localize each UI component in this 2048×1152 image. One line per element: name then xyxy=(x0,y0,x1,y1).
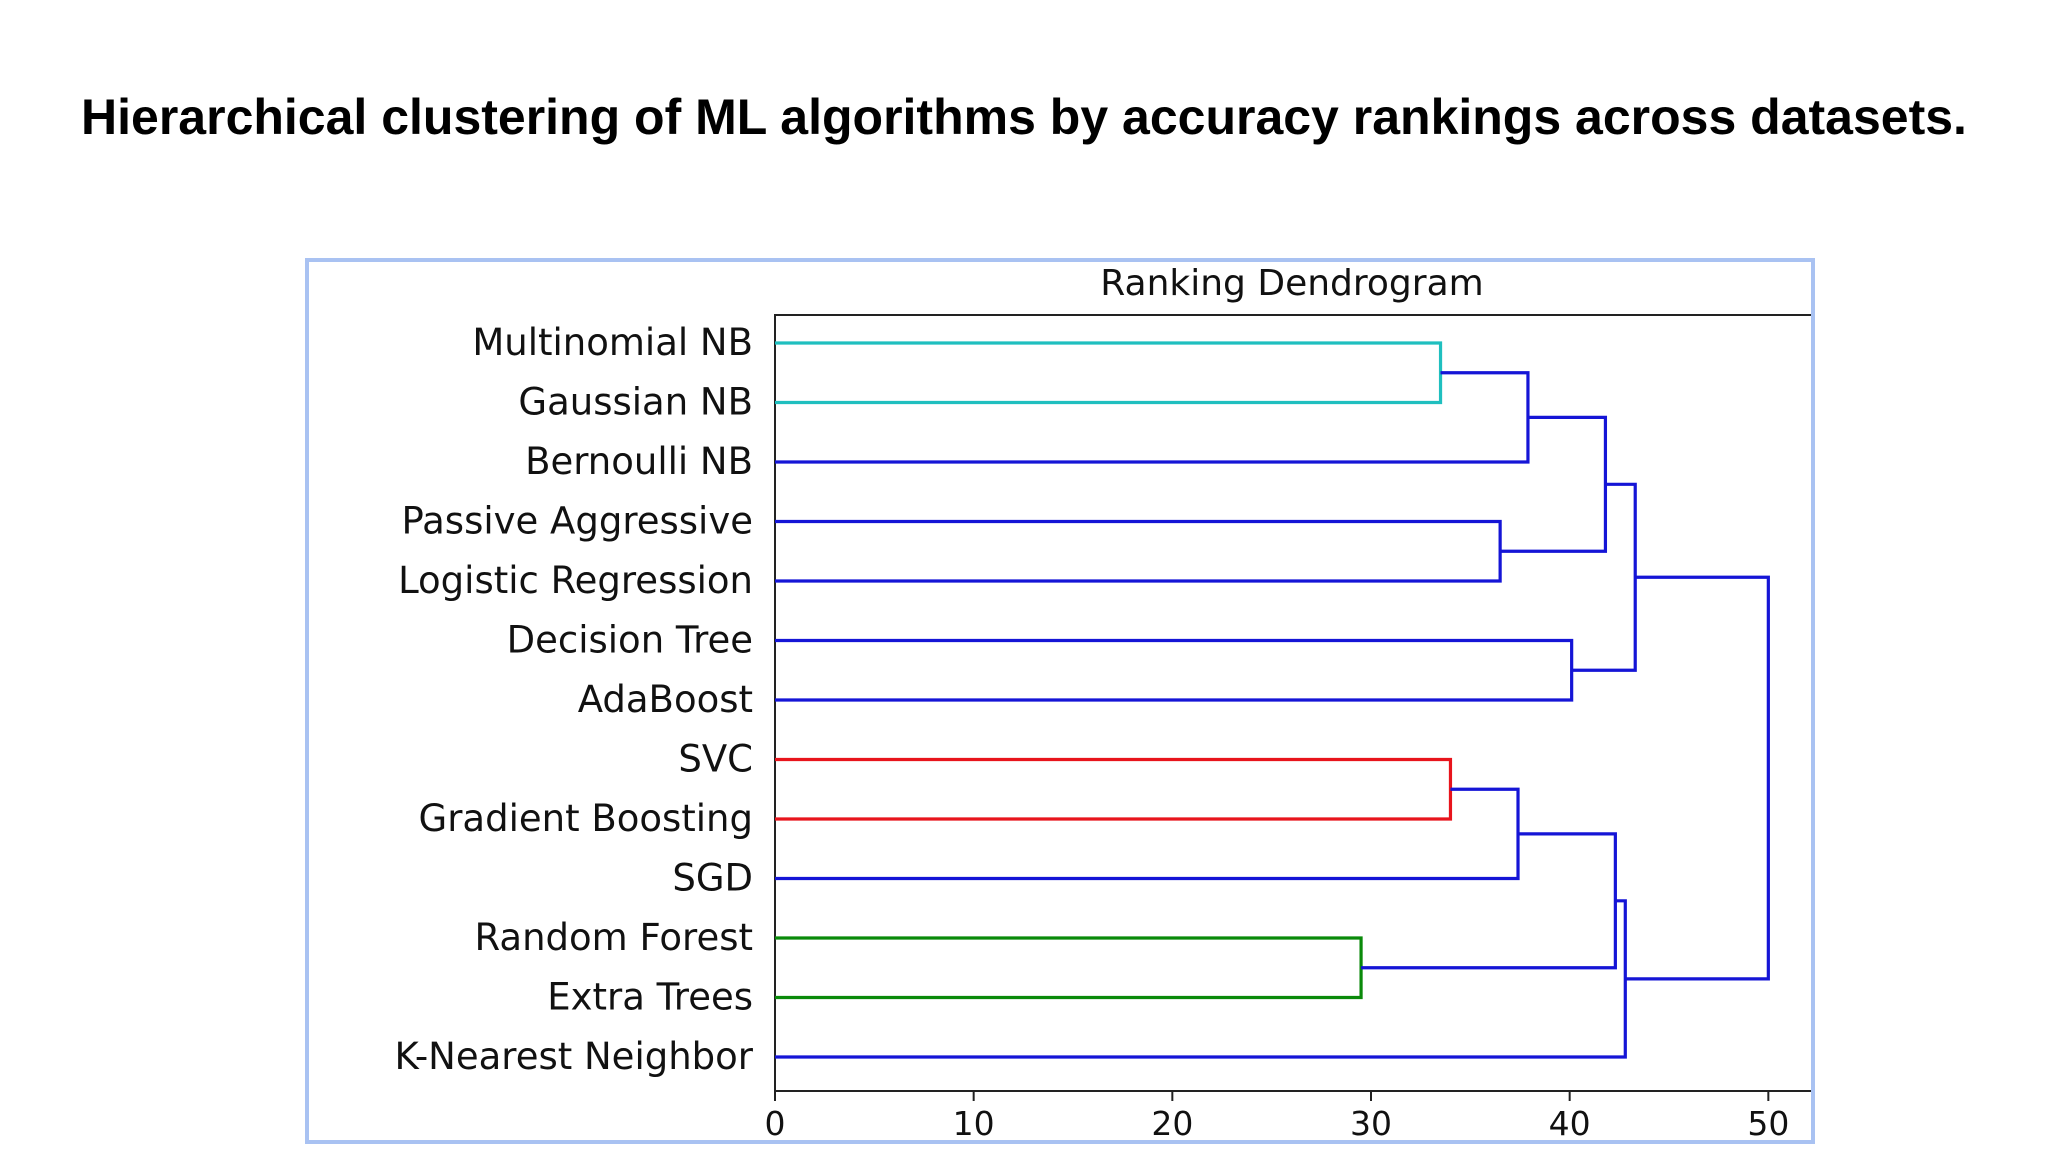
leaf-label: SVC xyxy=(678,738,753,781)
x-tick-label: 0 xyxy=(765,1104,786,1140)
dendrogram-link xyxy=(775,936,1363,1000)
chart-title: Ranking Dendrogram xyxy=(1100,263,1483,304)
dendrogram-links xyxy=(775,341,1770,1059)
leaf-label: Logistic Regression xyxy=(398,559,753,602)
dendrogram-link xyxy=(775,899,1627,1059)
leaf-label: K-Nearest Neighbor xyxy=(394,1035,753,1078)
dendrogram-link xyxy=(775,757,1453,821)
x-tick-label: 40 xyxy=(1549,1104,1591,1140)
dendrogram-link xyxy=(1571,482,1637,672)
leaf-label: Passive Aggressive xyxy=(401,500,753,543)
dendrogram-link xyxy=(775,371,1530,464)
dendrogram-link xyxy=(1500,415,1608,553)
leaf-label: Gaussian NB xyxy=(518,381,753,424)
x-tick-label: 20 xyxy=(1151,1104,1193,1140)
leaf-label: Gradient Boosting xyxy=(419,797,753,840)
leaf-label: Decision Tree xyxy=(507,619,753,662)
leaf-label: Extra Trees xyxy=(547,976,753,1019)
leaf-label: AdaBoost xyxy=(578,678,753,721)
leaf-labels: Multinomial NB Gaussian NB Bernoulli NB Pas… xyxy=(394,321,753,1078)
dendrogram-link xyxy=(775,638,1574,702)
dendrogram-link xyxy=(775,341,1443,405)
leaf-label: SGD xyxy=(672,857,753,900)
slide-title: Hierarchical clustering of ML algorithms… xyxy=(81,89,1967,145)
x-tick-label: 10 xyxy=(953,1104,995,1140)
dendrogram-chart: Ranking Dendrogram Multinomial NB Gaussia… xyxy=(394,263,1811,1140)
x-tick-label: 50 xyxy=(1747,1104,1789,1140)
leaf-label: Multinomial NB xyxy=(472,321,753,364)
figure-frame: Ranking Dendrogram Multinomial NB Gaussia… xyxy=(305,258,1815,1144)
leaf-label: Bernoulli NB xyxy=(525,440,753,483)
dendrogram-link xyxy=(775,519,1502,583)
dendrogram-link xyxy=(1625,575,1770,981)
x-tick-label: 30 xyxy=(1350,1104,1392,1140)
leaf-label: Random Forest xyxy=(475,916,754,959)
plot-area xyxy=(774,314,1811,1092)
dendrogram-link xyxy=(775,787,1520,881)
x-axis-ticks: 0 10 20 30 40 50 xyxy=(765,1091,1789,1140)
dendrogram-link xyxy=(1361,832,1617,970)
